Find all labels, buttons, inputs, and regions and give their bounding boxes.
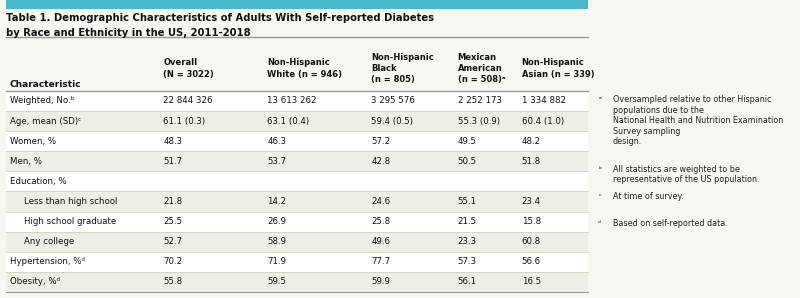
Text: 48.3: 48.3	[163, 137, 182, 146]
Text: Weighted, No.ᵇ: Weighted, No.ᵇ	[10, 97, 74, 105]
Text: (n = 508)ᵃ: (n = 508)ᵃ	[458, 75, 506, 84]
Bar	[6, 171, 588, 192]
Text: ᵈ: ᵈ	[598, 219, 602, 228]
Text: Hypertension, %ᵈ: Hypertension, %ᵈ	[10, 257, 85, 266]
Text: 55.1: 55.1	[458, 197, 477, 206]
Text: 58.9: 58.9	[267, 237, 286, 246]
Text: 16.5: 16.5	[522, 277, 541, 286]
Text: 51.7: 51.7	[163, 157, 182, 166]
Text: 21.5: 21.5	[458, 217, 477, 226]
Bar	[6, 232, 588, 252]
Text: 56.6: 56.6	[522, 257, 541, 266]
Text: Less than high school: Less than high school	[24, 197, 118, 206]
Text: 2 252 173: 2 252 173	[458, 97, 502, 105]
Text: High school graduate: High school graduate	[24, 217, 116, 226]
Text: Non-Hispanic: Non-Hispanic	[522, 58, 584, 67]
Text: 48.2: 48.2	[522, 137, 541, 146]
Text: Obesity, %ᵈ: Obesity, %ᵈ	[10, 277, 59, 286]
Text: Based on self-reported data.: Based on self-reported data.	[613, 219, 727, 228]
Text: 52.7: 52.7	[163, 237, 182, 246]
Text: 60.8: 60.8	[522, 237, 541, 246]
Text: At time of survey.: At time of survey.	[613, 192, 683, 201]
Text: 55.8: 55.8	[163, 277, 182, 286]
Text: 51.8: 51.8	[522, 157, 541, 166]
Text: Overall: Overall	[163, 58, 198, 67]
Text: 13 613 262: 13 613 262	[267, 97, 317, 105]
Text: 26.9: 26.9	[267, 217, 286, 226]
Text: 63.1 (0.4): 63.1 (0.4)	[267, 117, 310, 125]
Text: 1 334 882: 1 334 882	[522, 97, 566, 105]
Text: 24.6: 24.6	[371, 197, 390, 206]
Text: 55.3 (0.9): 55.3 (0.9)	[458, 117, 499, 125]
Text: 61.1 (0.3): 61.1 (0.3)	[163, 117, 206, 125]
Text: Non-Hispanic: Non-Hispanic	[267, 58, 330, 67]
Text: 49.6: 49.6	[371, 237, 390, 246]
Text: Characteristic: Characteristic	[10, 80, 82, 89]
Text: Women, %: Women, %	[10, 137, 56, 146]
Text: 77.7: 77.7	[371, 257, 390, 266]
Text: All statistics are weighted to be representative of the US population.: All statistics are weighted to be repres…	[613, 165, 759, 184]
Text: by Race and Ethnicity in the US, 2011-2018: by Race and Ethnicity in the US, 2011-20…	[6, 28, 251, 38]
Text: Education, %: Education, %	[10, 177, 66, 186]
Text: ᶜ: ᶜ	[598, 192, 602, 201]
Text: 59.5: 59.5	[267, 277, 286, 286]
Text: 59.4 (0.5): 59.4 (0.5)	[371, 117, 414, 125]
Text: 23.3: 23.3	[458, 237, 477, 246]
Bar	[6, 37, 588, 91]
Bar	[6, 212, 588, 232]
Text: Mexican: Mexican	[458, 53, 497, 62]
Text: ᵃ: ᵃ	[598, 95, 602, 104]
Bar	[6, 272, 588, 292]
Text: 14.2: 14.2	[267, 197, 286, 206]
Text: 25.8: 25.8	[371, 217, 390, 226]
Text: 49.5: 49.5	[458, 137, 477, 146]
Bar	[6, 151, 588, 171]
Text: 42.8: 42.8	[371, 157, 390, 166]
Text: 59.9: 59.9	[371, 277, 390, 286]
Text: 21.8: 21.8	[163, 197, 182, 206]
Text: 57.2: 57.2	[371, 137, 390, 146]
Text: 46.3: 46.3	[267, 137, 286, 146]
Bar	[6, 131, 588, 151]
Text: Asian (n = 339): Asian (n = 339)	[522, 70, 594, 79]
Text: 50.5: 50.5	[458, 157, 477, 166]
Text: (n = 805): (n = 805)	[371, 75, 415, 84]
Text: 60.4 (1.0): 60.4 (1.0)	[522, 117, 564, 125]
Text: Oversampled relative to other Hispanic populations due to the
National Health an: Oversampled relative to other Hispanic p…	[613, 95, 783, 146]
Text: Men, %: Men, %	[10, 157, 42, 166]
Text: 57.3: 57.3	[458, 257, 477, 266]
Text: (N = 3022): (N = 3022)	[163, 70, 214, 79]
Text: Age, mean (SD)ᶜ: Age, mean (SD)ᶜ	[10, 117, 81, 125]
Text: 56.1: 56.1	[458, 277, 477, 286]
Bar	[6, 0, 588, 9]
Text: 70.2: 70.2	[163, 257, 182, 266]
Text: 25.5: 25.5	[163, 217, 182, 226]
Text: 3 295 576: 3 295 576	[371, 97, 415, 105]
Text: White (n = 946): White (n = 946)	[267, 70, 342, 79]
Text: Any college: Any college	[24, 237, 74, 246]
Text: 22 844 326: 22 844 326	[163, 97, 213, 105]
Text: 53.7: 53.7	[267, 157, 286, 166]
Text: Non-Hispanic: Non-Hispanic	[371, 53, 434, 62]
Text: American: American	[458, 64, 502, 73]
Text: Table 1. Demographic Characteristics of Adults With Self-reported Diabetes: Table 1. Demographic Characteristics of …	[6, 13, 434, 24]
Bar	[6, 252, 588, 272]
Text: 23.4: 23.4	[522, 197, 541, 206]
Bar	[6, 111, 588, 131]
Bar	[6, 192, 588, 212]
Text: 71.9: 71.9	[267, 257, 286, 266]
Text: Black: Black	[371, 64, 397, 73]
Bar	[6, 91, 588, 111]
Text: 15.8: 15.8	[522, 217, 541, 226]
Text: ᵇ: ᵇ	[598, 165, 602, 174]
